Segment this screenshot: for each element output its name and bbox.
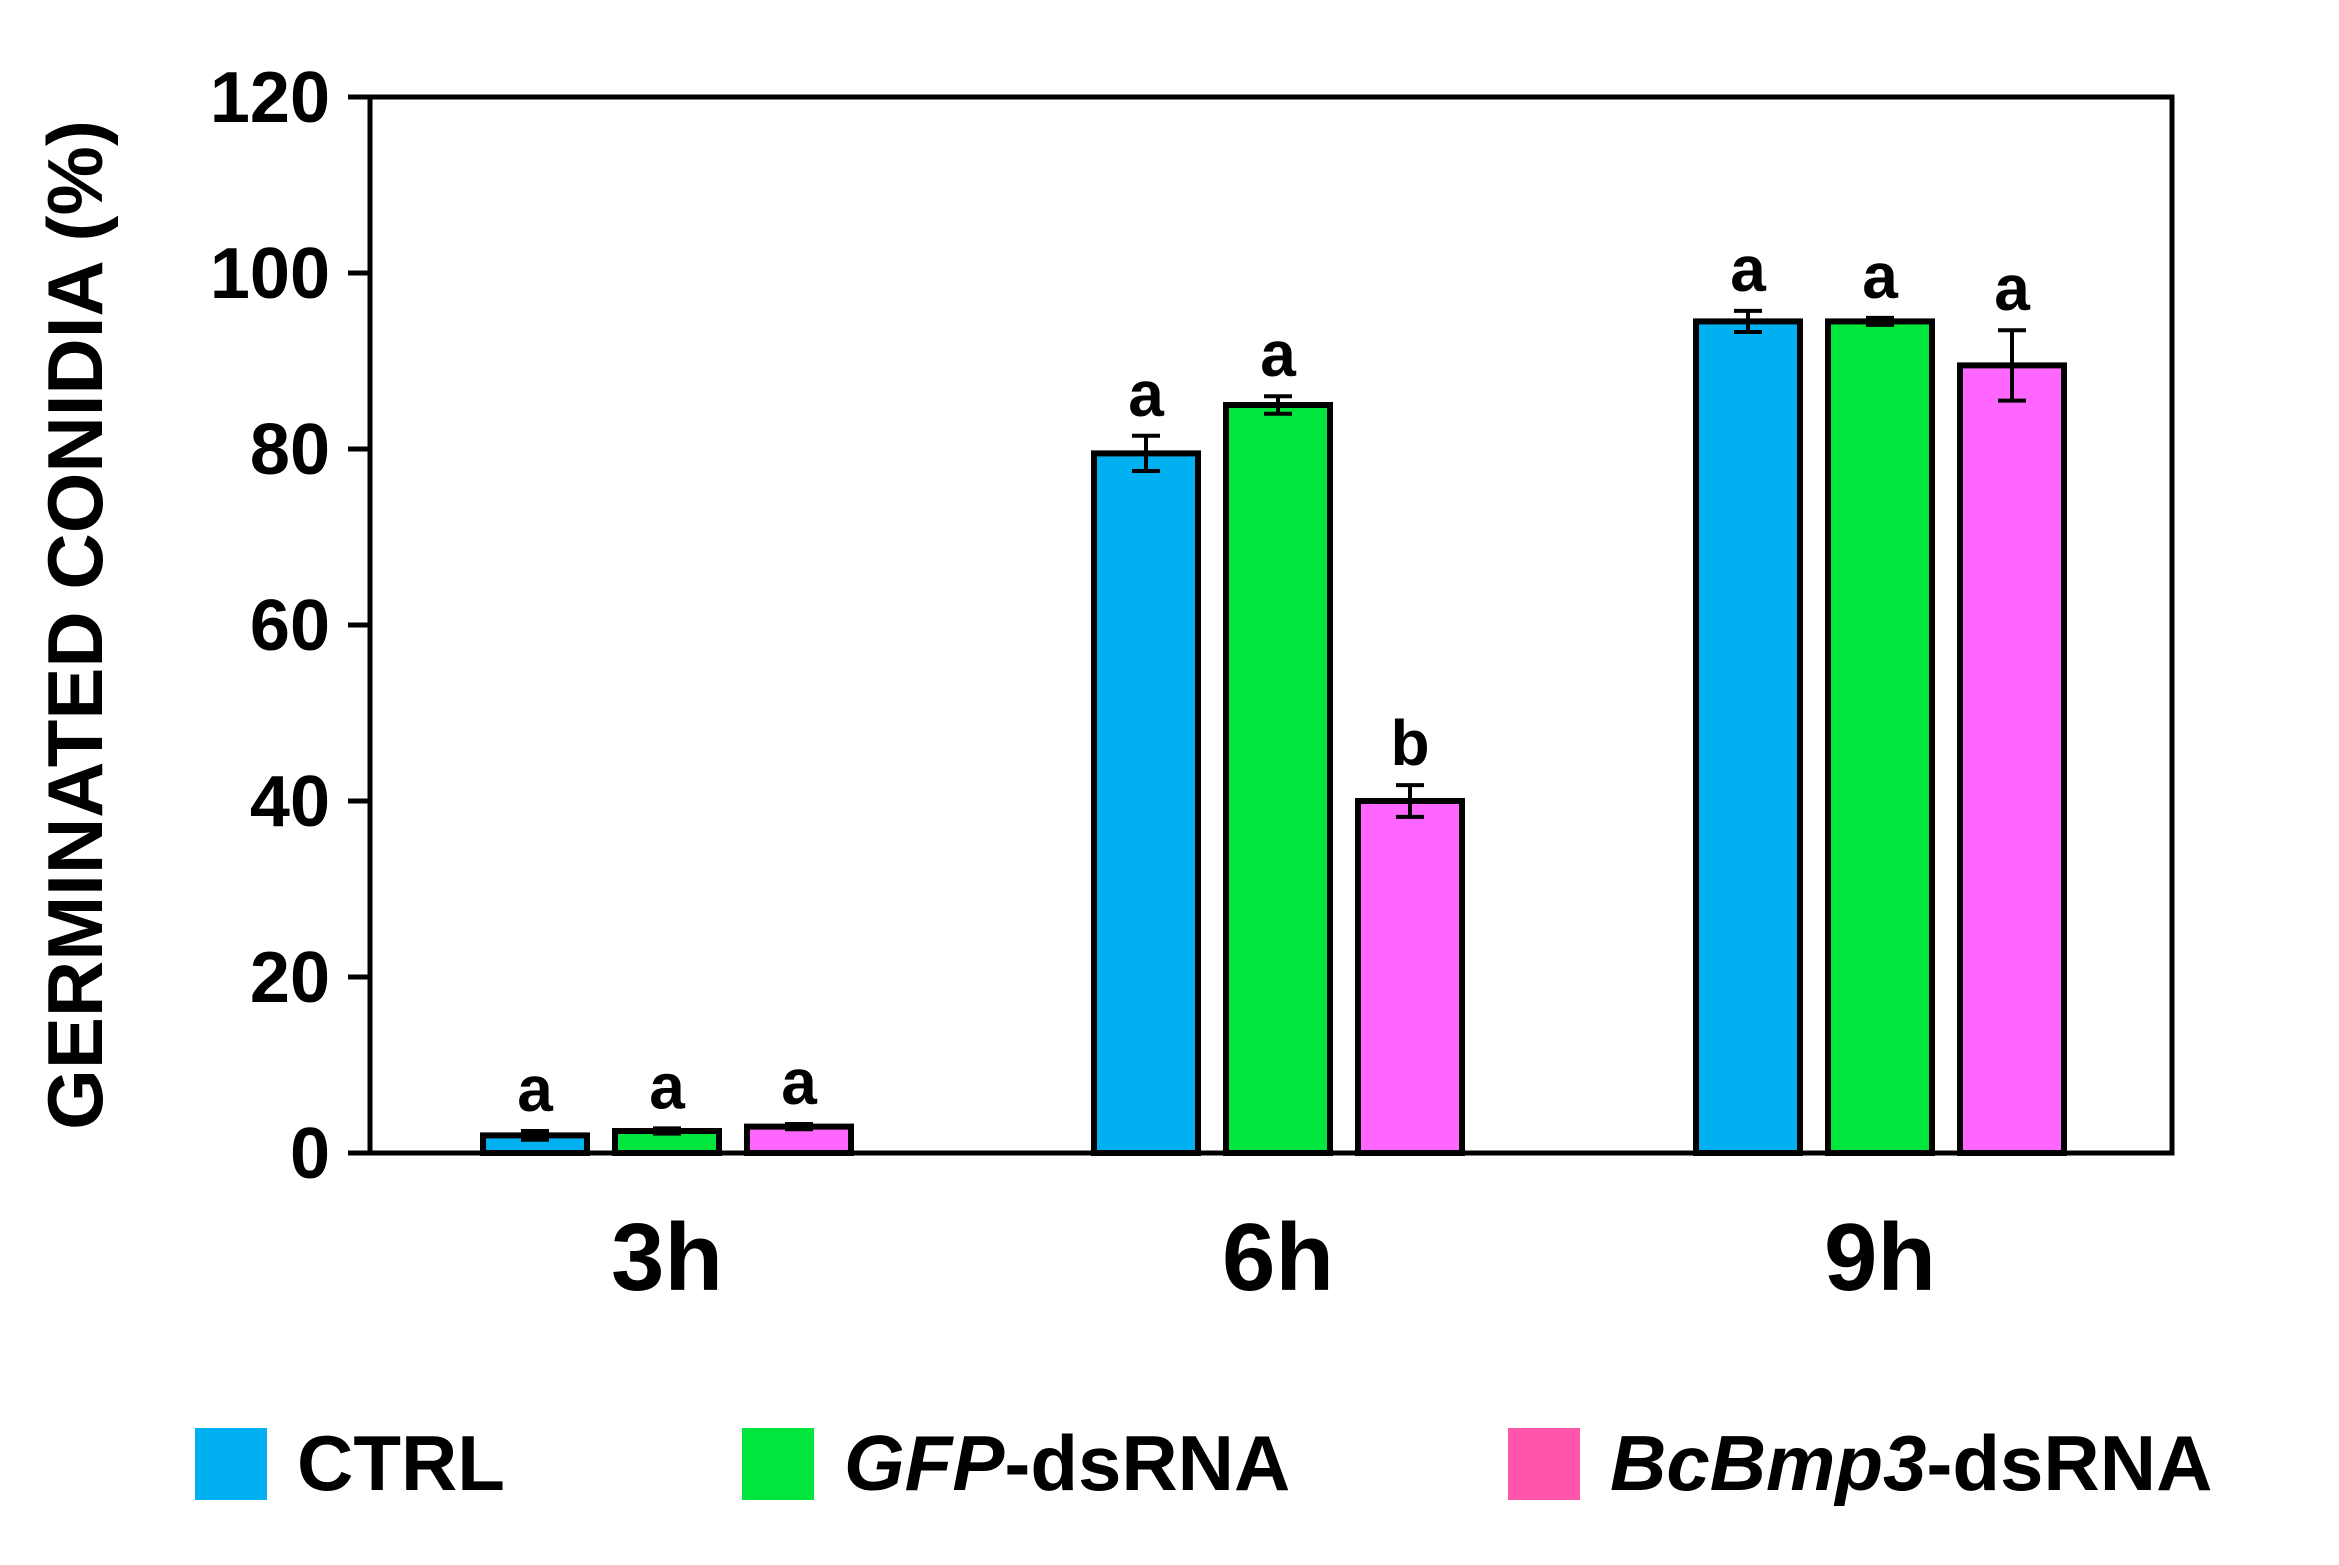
- legend-label: BcBmp3-dsRNA: [1610, 1419, 2212, 1507]
- y-tick-label: 80: [250, 410, 330, 490]
- y-tick-label: 40: [250, 762, 330, 842]
- bar: [1957, 362, 2067, 1156]
- x-category-label: 6h: [1222, 1204, 1334, 1311]
- y-tick-label: 20: [250, 938, 330, 1018]
- bar: [1091, 450, 1201, 1156]
- significance-label: a: [1128, 358, 1164, 430]
- y-axis-label: GERMINATED CONIDIA (%): [31, 120, 119, 1130]
- significance-label: a: [649, 1050, 685, 1122]
- legend-swatch: [1508, 1428, 1580, 1500]
- legend-label-part: CTRL: [297, 1419, 505, 1507]
- legend-label: GFP-dsRNA: [844, 1419, 1290, 1507]
- significance-label: b: [1390, 707, 1429, 779]
- bar: [1825, 318, 1935, 1156]
- x-category-label: 9h: [1824, 1204, 1936, 1311]
- y-tick-label: 60: [250, 586, 330, 666]
- significance-label: a: [1730, 233, 1766, 305]
- legend-swatch: [195, 1428, 267, 1500]
- legend-label: CTRL: [297, 1419, 505, 1507]
- y-tick-label: 0: [290, 1114, 330, 1194]
- bar: [1223, 402, 1333, 1156]
- significance-label: a: [781, 1046, 817, 1118]
- y-tick-label: 120: [210, 58, 330, 138]
- bar: [1355, 798, 1465, 1156]
- significance-label: a: [517, 1053, 553, 1125]
- legend-label-part: -dsRNA: [1926, 1419, 2212, 1507]
- y-tick-label: 100: [210, 234, 330, 314]
- bar: [1693, 318, 1803, 1156]
- x-category-label: 3h: [611, 1204, 723, 1311]
- significance-label: a: [1994, 252, 2030, 324]
- legend-label-part: -dsRNA: [1004, 1419, 1290, 1507]
- legend-swatch: [742, 1428, 814, 1500]
- legend-label-part: BcBmp3: [1610, 1419, 1926, 1507]
- significance-label: a: [1862, 240, 1898, 312]
- legend-label-part: GFP: [844, 1419, 1005, 1507]
- significance-label: a: [1260, 318, 1296, 390]
